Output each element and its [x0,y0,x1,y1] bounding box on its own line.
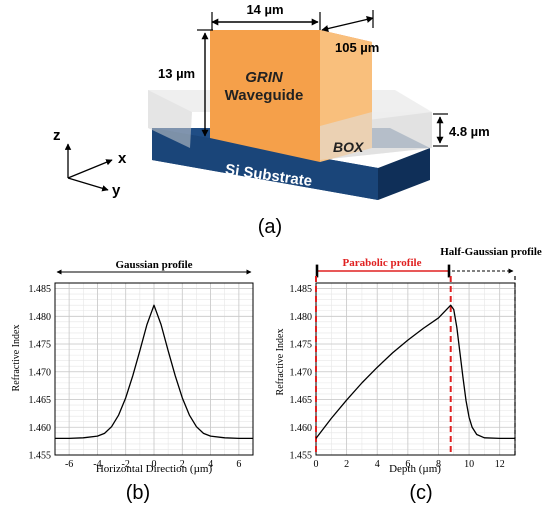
waveguide-front [210,30,320,162]
box-label: BOX [333,139,365,155]
caption-c: (c) [409,482,432,504]
chart-c-xtick-label: 0 [314,459,319,470]
substrate-front-shade [152,128,378,200]
chart-b-ytick-label: 1.470 [29,367,52,378]
caption-b: (b) [126,482,150,504]
chart-c-xtick-label: 10 [464,459,474,470]
chart-b-ytick-label: 1.455 [29,451,52,462]
caption-a: (a) [258,216,282,238]
chart-c-ytick-label: 1.475 [290,340,313,351]
axis-z-label: z [53,127,61,144]
chart-c-ytick-label: 1.470 [290,367,313,378]
chart-c-xtick-label: 2 [344,459,349,470]
box-front-over [320,112,432,160]
chart-c-xtick-label: 12 [495,459,505,470]
chart-b-xtick-label: 2 [180,459,185,470]
chart-b-xtick-label: 0 [152,459,157,470]
chart-c-frame [315,282,516,456]
chart-c-ytick-label: 1.485 [290,284,313,295]
chart-b-ytick-label: 1.465 [29,395,52,406]
dim-height-label: 13 µm [158,66,195,81]
chart-c-xtick-label: 4 [375,459,380,470]
chart-b-ytick-label: 1.480 [29,312,52,323]
chart-b-ytick-label: 1.485 [29,284,52,295]
chart-c-xlabel: Depth (µm) [389,463,441,475]
box-front [148,90,192,148]
dim-length-label: 105 µm [335,40,379,55]
gaussian-profile-label: Gaussian profile [115,259,192,271]
chart-b-xtick-label: 4 [208,459,213,470]
chart-b: Gaussian profile Refractive Index Horizo… [11,259,254,504]
axis-y-arrow [67,177,109,192]
dim-length-line [321,16,374,32]
chart-b-xtick-label: -4 [93,459,101,470]
waveguide-label-line1: GRIN [245,69,284,86]
chart-b-xtick-label: 6 [236,459,241,470]
waveguide-label-line2: Waveguide [225,87,304,104]
chart-c-ytick-label: 1.465 [290,395,313,406]
chart-c-ylabel: Refractive Index [275,329,286,396]
chart-b-ytick-label: 1.475 [29,340,52,351]
parabolic-profile-label: Parabolic profile [343,257,422,269]
halfgauss-profile-label: Half-Gaussian profile [440,246,542,258]
chart-b-xlabel: Horizontal Direction (µm) [96,463,213,475]
chart-b-ylabel: Refractive Index [11,325,22,392]
chart-c-series-line [315,304,515,439]
chart-b-xtick-label: -6 [65,459,73,470]
chart-c-ytick-label: 1.480 [290,312,313,323]
chart-c-xtick-label: 6 [405,459,410,470]
axis-x-label: x [118,150,127,167]
chart-b-frame [54,282,254,456]
chart-c-ytick-label: 1.460 [290,423,313,434]
dim-width-label: 14 µm [246,2,283,17]
chart-c-xtick-label: 8 [436,459,441,470]
axis-y-label: y [112,182,121,199]
axis-x-arrow [67,159,113,179]
chart-b-ytick-label: 1.460 [29,423,52,434]
chart-c-ytick-label: 1.455 [290,451,313,462]
chart-b-xtick-label: -2 [122,459,130,470]
chart-c: Parabolic profile Half-Gaussian profile … [275,246,542,504]
panel-a-schematic: GRIN Waveguide BOX Si Substrate 14 µm 10… [53,2,490,238]
substrate-side [378,148,430,200]
chart-b-series-line [55,304,253,439]
dim-box-label: 4.8 µm [449,124,490,139]
